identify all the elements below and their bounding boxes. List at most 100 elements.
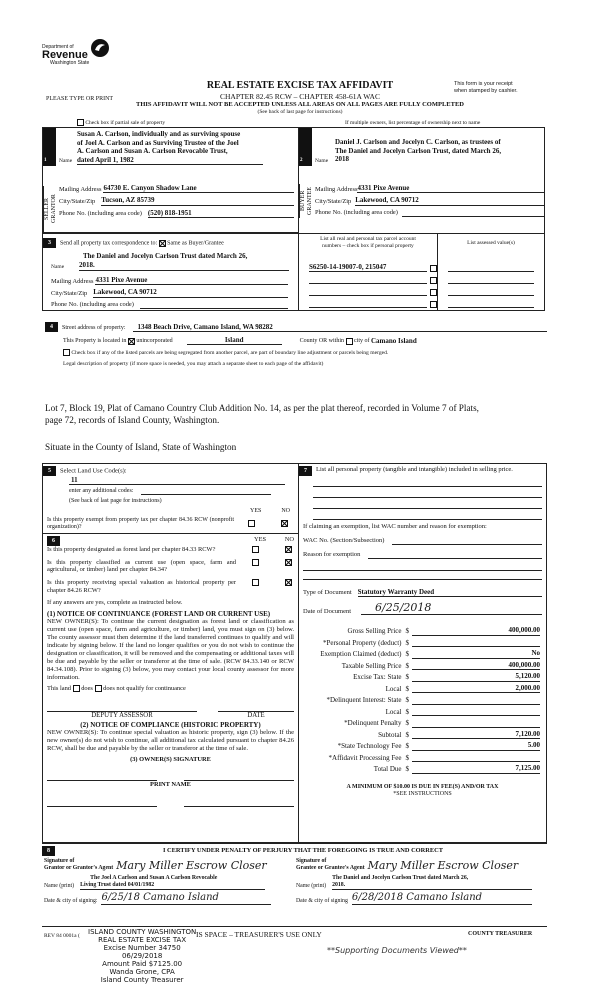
designation-question: Is this property designated as forest la… bbox=[47, 545, 294, 554]
question-yes-checkbox[interactable] bbox=[252, 545, 259, 553]
city-field[interactable]: Camano Island bbox=[371, 337, 417, 345]
grantee-name-line: The Daniel and Jocelyn Carlson Trust dat… bbox=[332, 875, 469, 881]
owner-signature-line[interactable] bbox=[184, 773, 294, 782]
grantee-signature[interactable]: Mary Miller Escrow Closer bbox=[367, 858, 519, 872]
personal-property-line[interactable] bbox=[313, 509, 542, 520]
tax-row: Exemption Claimed (deduct) $ No bbox=[299, 647, 540, 659]
currency-sign: $ bbox=[405, 753, 410, 762]
personal-property-line[interactable] bbox=[313, 487, 542, 498]
parcel-number[interactable] bbox=[309, 288, 427, 296]
currency-sign: $ bbox=[405, 765, 410, 774]
property-street-address[interactable]: 1348 Beach Drive, Camano Island, WA 9828… bbox=[133, 323, 547, 332]
county-field[interactable]: Island bbox=[186, 336, 282, 346]
land-use-code[interactable]: 11 bbox=[69, 476, 285, 486]
date-line[interactable] bbox=[218, 704, 294, 713]
tax-label: *Delinquent Penalty bbox=[344, 719, 402, 728]
parcel-number[interactable]: S6250-14-19007-0, 215047 bbox=[309, 263, 427, 272]
question-yes-checkbox[interactable] bbox=[252, 558, 259, 566]
tax-value[interactable] bbox=[412, 715, 540, 717]
personal-property-checkbox[interactable] bbox=[430, 265, 437, 272]
grantee-date-city[interactable]: 6/28/2018 Camano Island bbox=[351, 892, 532, 905]
tax-value[interactable]: 7,120.00 bbox=[412, 730, 540, 740]
tax-value[interactable]: 400,000.00 bbox=[412, 661, 540, 671]
tax-value[interactable] bbox=[412, 726, 540, 728]
parcel-number[interactable] bbox=[309, 276, 427, 284]
owner-signature-line[interactable] bbox=[47, 773, 157, 782]
assessed-value[interactable] bbox=[448, 300, 534, 308]
doc-date-field[interactable]: 6/25/2018 bbox=[361, 601, 542, 616]
if-yes-note: If any answers are yes, complete as inst… bbox=[47, 599, 183, 607]
seller-phone[interactable]: (520) 818-1951 bbox=[147, 209, 294, 219]
personal-property-checkbox[interactable] bbox=[430, 277, 437, 284]
deputy-assessor-line[interactable] bbox=[47, 704, 197, 713]
tax-label: Excise Tax: State bbox=[353, 673, 402, 682]
question-no-checkbox[interactable] bbox=[285, 579, 292, 587]
tax-value[interactable]: 7,125.00 bbox=[412, 764, 540, 774]
tax-value[interactable]: 400,000.00 bbox=[412, 626, 540, 636]
assessed-value[interactable] bbox=[448, 288, 534, 296]
additional-codes-field[interactable] bbox=[141, 487, 272, 496]
does-not-label: does not qualify for continuance bbox=[103, 684, 186, 692]
exempt-yes-checkbox[interactable] bbox=[248, 519, 255, 527]
assessed-section: List assessed value(s) bbox=[437, 233, 545, 311]
grantor-name-line: Living Trust dated 04/01/1982 bbox=[80, 882, 155, 888]
parcel-row bbox=[309, 296, 437, 308]
receipt-line: This form is your receipt bbox=[454, 81, 513, 87]
unincorporated-checkbox[interactable] bbox=[127, 338, 135, 346]
legal-description-label: Legal description of property (if more s… bbox=[63, 361, 324, 368]
buyer-phone[interactable] bbox=[401, 209, 544, 217]
doc-type-field[interactable]: Statutory Warranty Deed bbox=[357, 588, 542, 598]
city-checkbox[interactable] bbox=[345, 338, 353, 346]
tax-row: *State Technology Fee $5.00 bbox=[299, 739, 540, 751]
does-not-qualify-checkbox[interactable] bbox=[94, 684, 102, 692]
personal-property-checkbox[interactable] bbox=[430, 301, 437, 308]
print-name-line[interactable] bbox=[184, 799, 294, 808]
seller-city[interactable]: Tucson, AZ 85739 bbox=[101, 196, 294, 206]
correspondence-phone[interactable] bbox=[139, 301, 288, 309]
buyer-name[interactable]: Daniel J. Carlson and Jocelyn C. Carlson… bbox=[335, 138, 545, 164]
partial-sale: Check box if partial sale of property bbox=[77, 119, 165, 126]
print-name-line[interactable] bbox=[47, 799, 157, 808]
reason-field[interactable] bbox=[368, 551, 542, 559]
buyer-city[interactable]: Lakewood, CA 90712 bbox=[355, 196, 544, 206]
tax-value[interactable]: 2,000.00 bbox=[412, 684, 540, 694]
tax-value[interactable] bbox=[412, 761, 540, 763]
tax-value[interactable]: 5,120.00 bbox=[412, 672, 540, 682]
seller-name[interactable]: Susan A. Carlson, individually and as su… bbox=[77, 130, 263, 165]
buyer-mailing-address[interactable]: 4331 Pixe Avenue bbox=[357, 184, 544, 194]
correspondence-city[interactable]: Lakewood, CA 90712 bbox=[93, 288, 288, 298]
correspondence-mailing[interactable]: 4331 Pixe Avenue bbox=[95, 276, 288, 286]
county-label: County OR within bbox=[299, 338, 344, 345]
parcel-number[interactable] bbox=[309, 300, 427, 308]
personal-property-checkbox[interactable] bbox=[430, 289, 437, 296]
reason-line[interactable] bbox=[303, 562, 542, 571]
personal-property-line[interactable] bbox=[313, 476, 542, 487]
grantor-signature[interactable]: Mary Miller Escrow Closer bbox=[116, 858, 267, 872]
currency-sign: $ bbox=[405, 627, 410, 636]
question-no-checkbox[interactable] bbox=[285, 545, 292, 553]
legal-description-line: page 72, records of Island County, Washi… bbox=[45, 415, 220, 425]
tax-value[interactable] bbox=[412, 646, 540, 648]
tax-row: Excise Tax: State $5,120.00 bbox=[299, 670, 540, 682]
assessed-value[interactable] bbox=[448, 276, 534, 284]
grantor-date-city[interactable]: 6/25/18 Camano Island bbox=[101, 892, 272, 905]
question-yes-checkbox[interactable] bbox=[252, 579, 259, 587]
name-label: Name bbox=[59, 158, 73, 164]
correspondence-name[interactable]: The Daniel and Jocelyn Carlson Trust dat… bbox=[79, 252, 289, 271]
wac-field[interactable] bbox=[392, 537, 542, 545]
segregated-checkbox[interactable] bbox=[63, 349, 70, 357]
name-label: Name bbox=[315, 158, 329, 164]
name-label: Name bbox=[51, 264, 65, 270]
tax-value[interactable]: No bbox=[412, 649, 540, 659]
partial-sale-checkbox[interactable] bbox=[77, 119, 84, 126]
personal-property-line[interactable] bbox=[313, 498, 542, 509]
tax-value[interactable]: 5.00 bbox=[412, 741, 540, 751]
seller-mailing-address[interactable]: 64730 E. Canyon Shadow Lane bbox=[103, 184, 294, 194]
exempt-no-checkbox[interactable] bbox=[281, 519, 288, 527]
tax-value[interactable] bbox=[412, 703, 540, 705]
assessed-value[interactable] bbox=[448, 264, 534, 272]
question-no-checkbox[interactable] bbox=[285, 558, 292, 566]
does-qualify-checkbox[interactable] bbox=[72, 684, 80, 692]
reason-line[interactable] bbox=[303, 571, 542, 580]
same-as-buyer-checkbox[interactable] bbox=[158, 239, 166, 247]
